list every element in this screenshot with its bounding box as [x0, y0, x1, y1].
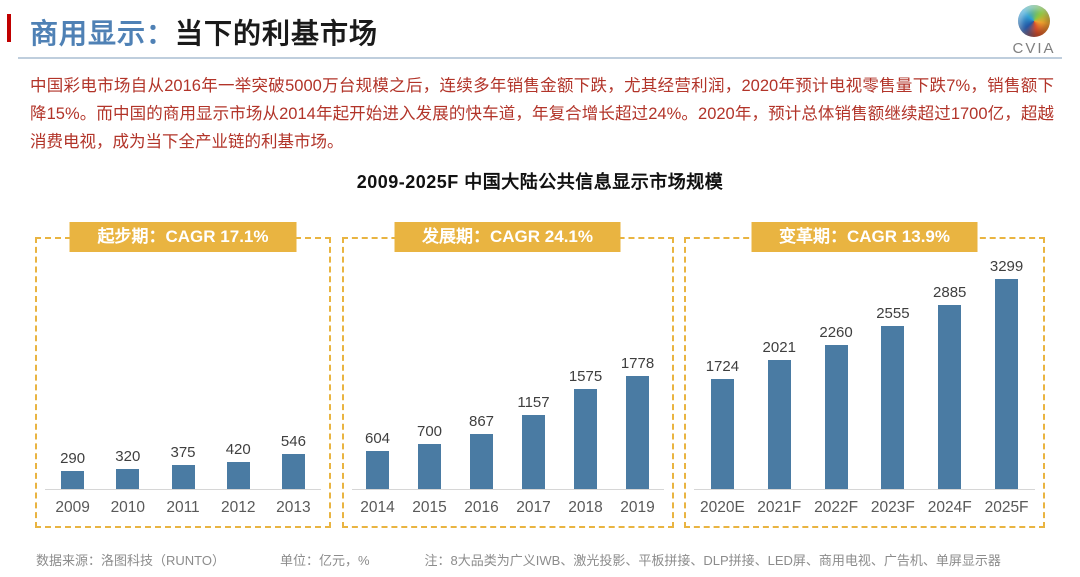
bar-cell: 3299	[978, 258, 1035, 489]
year-axis-label: 2017	[516, 499, 551, 516]
year-axis-label: 2021F	[757, 499, 802, 516]
bar-value-label: 1575	[568, 368, 603, 385]
bar-cell: 2021	[751, 339, 808, 489]
bar	[574, 389, 597, 489]
page-title: 商用显示：当下的利基市场	[30, 12, 378, 52]
bars-row: 290 320 375 420 546	[45, 239, 321, 490]
bar	[470, 434, 493, 489]
year-axis-label: 2020E	[700, 499, 745, 516]
year-axis-label: 2012	[220, 499, 256, 516]
group-cagr-label: 变革期：CAGR 13.9%	[751, 222, 978, 252]
bar-value-label: 700	[416, 423, 443, 440]
bar	[226, 462, 250, 489]
year-axis-label: 2023F	[870, 499, 915, 516]
bar-value-label: 2555	[876, 305, 910, 322]
bar	[522, 415, 545, 489]
year-axis-label: 2016	[464, 499, 499, 516]
data-source-note: 数据来源：洛图科技（RUNTO）	[36, 553, 225, 568]
bar	[767, 360, 791, 489]
years-row: 2020E 2021F 2022F 2023F 2024F 2025F	[694, 491, 1035, 525]
bar-value-label: 375	[170, 444, 196, 461]
bar-cell: 1157	[508, 394, 560, 489]
bar-cell: 375	[155, 444, 210, 489]
year-axis-label: 2013	[276, 499, 311, 516]
year-axis-label: 2010	[110, 499, 146, 516]
bar-cell: 420	[211, 441, 266, 489]
bar-cell: 867	[456, 413, 508, 489]
bar-value-label: 320	[115, 448, 141, 465]
bar-value-label: 3299	[989, 258, 1024, 275]
bar-value-label: 2885	[933, 284, 967, 301]
bar-cell: 700	[404, 423, 456, 489]
title-accent-bar	[7, 14, 11, 42]
bar	[881, 326, 905, 489]
bar	[281, 454, 305, 489]
chart-title: 2009-2025F 中国大陆公共信息显示市场规模	[356, 172, 724, 192]
group-cagr-label: 发展期：CAGR 24.1%	[394, 222, 621, 252]
bar	[710, 379, 734, 489]
page-title-prefix: 商用显示：	[30, 18, 176, 49]
cvia-logo-text: CVIA	[1012, 40, 1056, 57]
year-axis-label: 2019	[620, 499, 655, 516]
bar	[626, 376, 649, 489]
bar	[61, 471, 85, 489]
chart-group-panel: 起步期：CAGR 17.1% 290 320 375 420 546 2009 2010 201…	[35, 222, 331, 528]
bar-value-label: 2260	[819, 324, 853, 341]
bars-row: 1724 2021 2260 2555 2885 3299	[694, 239, 1035, 490]
bar	[366, 451, 389, 489]
bar	[418, 444, 441, 489]
footer: 数据来源：洛图科技（RUNTO） 单位：亿元，% 注：8大品类为广义IWB、激光…	[36, 550, 1066, 569]
bar	[116, 469, 140, 489]
bar-value-label: 1778	[620, 355, 655, 372]
year-axis-label: 2015	[412, 499, 447, 516]
bar-chart: 起步期：CAGR 17.1% 290 320 375 420 546 2009 2010 201…	[35, 222, 1045, 528]
bar-cell: 1778	[612, 355, 664, 489]
bar	[171, 465, 195, 489]
bar-cell: 604	[352, 430, 404, 489]
chart-group-panel: 发展期：CAGR 24.1% 604 700 867 1157 1575 1778 2014 2…	[341, 222, 674, 528]
header-divider	[18, 57, 1062, 59]
year-axis-label: 2024F	[927, 499, 972, 516]
year-axis-label: 2011	[166, 499, 200, 516]
bar-value-label: 867	[468, 413, 495, 430]
bar-cell: 546	[266, 433, 321, 489]
chart-group-panel: 变革期：CAGR 13.9% 1724 2021 2260 2555 2885 3299 20…	[684, 222, 1045, 528]
year-axis-label: 2025F	[984, 499, 1029, 516]
bar-cell: 2260	[808, 324, 865, 489]
bar-value-label: 1157	[517, 394, 550, 411]
bar	[995, 279, 1019, 489]
bar-value-label: 546	[280, 433, 306, 450]
bar-value-label: 1724	[705, 358, 740, 375]
cvia-globe-icon	[1018, 5, 1050, 37]
bar-cell: 1724	[694, 358, 751, 489]
unit-note: 单位：亿元，%	[279, 553, 370, 568]
bars-row: 604 700 867 1157 1575 1778	[351, 239, 664, 490]
bar-cell: 2555	[864, 305, 921, 489]
bar	[938, 305, 962, 489]
bar-value-label: 2021	[762, 339, 796, 356]
bar-cell: 320	[100, 448, 155, 489]
group-cagr-label: 起步期：CAGR 17.1%	[69, 222, 297, 252]
bar-cell: 2885	[921, 284, 978, 489]
years-row: 2009 2010 2011 2012 2013	[45, 491, 321, 525]
year-axis-label: 2022F	[814, 499, 859, 516]
intro-paragraph: 中国彩电市场自从2016年一举突破5000万台规模之后，连续多年销售金额下跌，尤…	[30, 77, 1054, 151]
page-title-main: 当下的利基市场	[175, 18, 379, 49]
year-axis-label: 2018	[568, 499, 603, 516]
bar-cell: 290	[45, 450, 100, 489]
bar	[824, 345, 848, 489]
years-row: 2014 2015 2016 2017 2018 2019	[352, 491, 664, 525]
year-axis-label: 2009	[55, 499, 90, 516]
category-note: 注：8大品类为广义IWB、激光投影、平板拼接、DLP拼接、LED屏、商用电视、广…	[424, 553, 1001, 568]
bar-cell: 1575	[560, 368, 612, 489]
cvia-logo: CVIA	[1008, 5, 1060, 57]
bar-value-label: 290	[60, 450, 86, 467]
year-axis-label: 2014	[360, 499, 395, 516]
bar-value-label: 420	[225, 441, 251, 458]
bar-value-label: 604	[364, 430, 391, 447]
